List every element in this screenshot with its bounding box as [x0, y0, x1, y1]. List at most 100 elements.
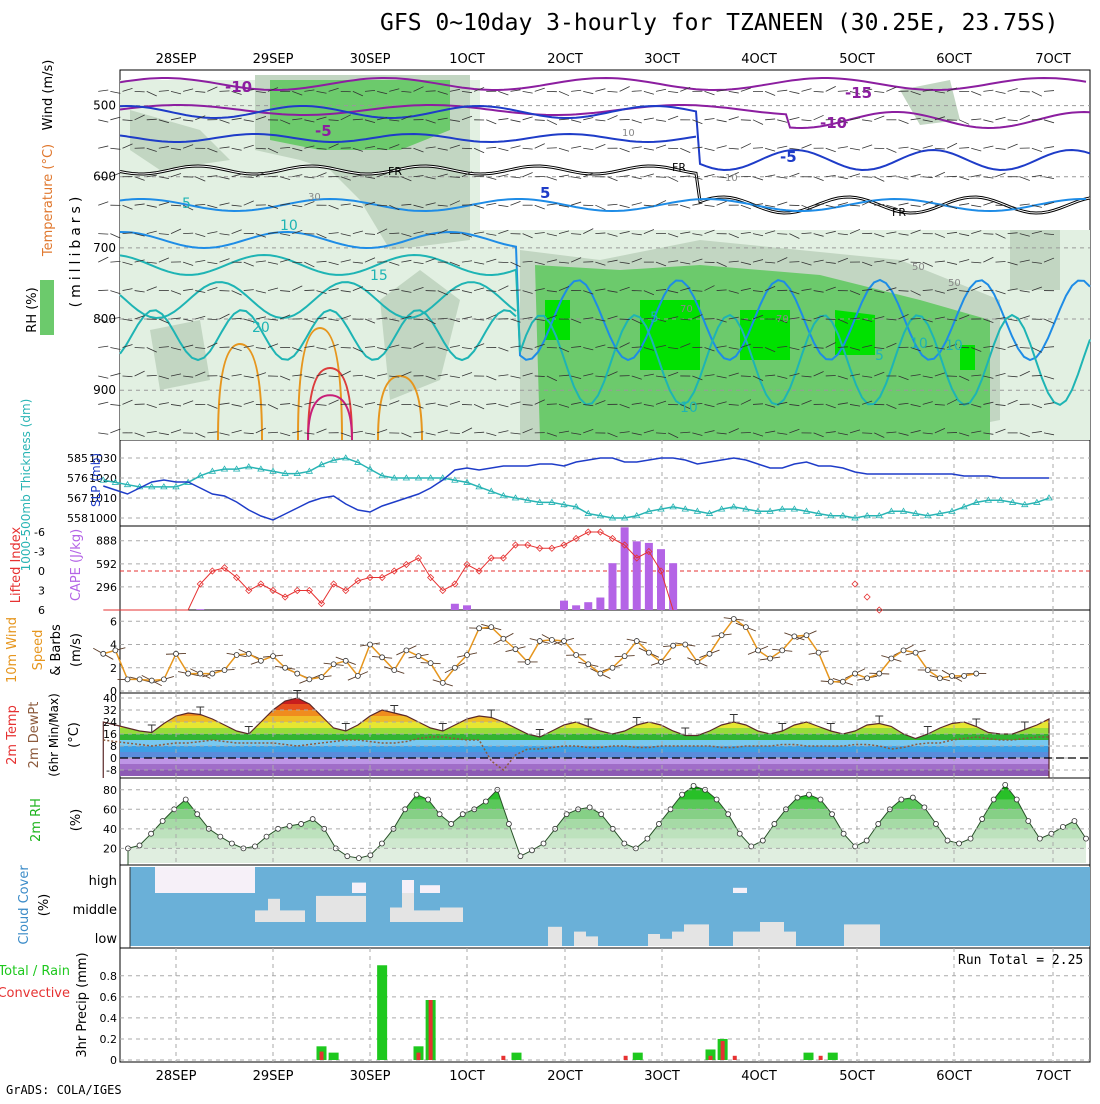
cloud-unit-label: (%): [37, 894, 52, 917]
wind-barb: [620, 319, 630, 320]
wind-barb: [862, 145, 872, 148]
rh2m-marker: [299, 821, 304, 826]
thickness-tick: 558: [67, 512, 88, 525]
rh2m-marker: [541, 841, 546, 846]
wind-barb: [498, 91, 508, 95]
temperature-contour-label: 10: [910, 336, 928, 352]
wind-barb: [705, 205, 715, 206]
rh2m-marker: [137, 843, 142, 848]
wind10-speed-line-marker: [962, 673, 967, 678]
wind-barb: [620, 148, 630, 152]
wind-barb: [1008, 88, 1018, 91]
wind-barb: [110, 404, 120, 405]
wind10-speed-line-marker: [877, 671, 882, 676]
wind-barb: [535, 120, 545, 121]
wind-barb: [98, 202, 108, 206]
rh2m-marker: [968, 836, 973, 841]
rh2m-marker: [945, 838, 950, 843]
rh-swatch: [40, 280, 54, 335]
pressure-tick: 900: [93, 383, 116, 397]
wind10-speed-line-marker: [234, 652, 239, 657]
wind-barb: [814, 177, 824, 181]
wind-barb: [498, 262, 508, 263]
wind-contour-label: -5: [780, 148, 797, 166]
wind-barb: [98, 402, 108, 404]
wind-barb: [741, 120, 751, 121]
wind-barb: [1020, 177, 1030, 181]
wind-barb: [850, 205, 860, 206]
cloud-block-middle: [255, 910, 268, 922]
rh2m-marker: [449, 821, 454, 826]
wind10-speed-line-marker: [719, 633, 724, 638]
cape-bar: [584, 602, 592, 610]
wind-barb: [874, 116, 884, 120]
rh2m-marker: [437, 812, 442, 817]
cloud-block-low: [844, 924, 880, 946]
temp-band: [120, 728, 1090, 734]
precip-convective-bar: [733, 1056, 737, 1060]
cloud-block-low: [733, 932, 760, 946]
cloud-axis-label: Cloud Cover: [17, 865, 32, 945]
wind-barb: [135, 348, 145, 349]
wind-barb: [110, 117, 120, 120]
temperature-contour-label: 20: [252, 320, 270, 336]
wind-barb: [959, 148, 969, 149]
date-label-bottom: 3OCT: [644, 1069, 680, 1084]
rh2m-marker: [680, 792, 685, 797]
wind-barb: [523, 91, 533, 93]
rh-contour-label: 50: [948, 278, 961, 289]
wind-barb: [571, 202, 581, 205]
cloud-block-low: [586, 936, 598, 946]
date-label-bottom: 5OCT: [839, 1069, 875, 1084]
wind10-label: 10m Wind: [5, 617, 20, 683]
date-label-top: 3OCT: [644, 52, 680, 67]
temp2m-unit-label: (°C): [67, 722, 82, 748]
wind10-barbs-label: & Barbs: [49, 624, 64, 676]
wind-barb: [996, 117, 1006, 120]
wind-barb: [899, 147, 909, 148]
wind10-speed-line-marker: [756, 648, 761, 653]
temp-band: [120, 764, 1090, 770]
wind-barb: [717, 120, 727, 122]
wind10-speed-line-marker: [174, 651, 179, 656]
rh2m-marker: [183, 797, 188, 802]
wind10-speed-line-marker: [258, 658, 263, 663]
temp-band: [120, 710, 1090, 716]
wind-barb: [608, 177, 618, 181]
wind-barb: [571, 120, 581, 123]
precip-tick: 0.4: [100, 1012, 118, 1025]
rh2m-marker: [910, 795, 915, 800]
wind-barb: [899, 120, 909, 124]
rh2m-marker: [806, 792, 811, 797]
wind-barb: [256, 404, 266, 405]
wind-contour-label: 5: [540, 184, 550, 202]
wind-barb: [971, 205, 981, 207]
rh2m-marker: [379, 841, 384, 846]
wind-barb: [1020, 91, 1030, 92]
wind10-speed-line-marker: [125, 677, 130, 682]
wind-barb: [559, 91, 569, 95]
freezing-level-label: FR: [672, 161, 686, 174]
rh2m-marker: [160, 819, 165, 824]
temp-band: [120, 734, 1090, 740]
wind-barb: [498, 205, 508, 206]
wind10-speed-label: Speed: [31, 630, 46, 671]
rh-shading: [1010, 230, 1060, 290]
rh2m-marker: [264, 834, 269, 839]
precip-convective-bar: [721, 1041, 725, 1060]
wind10-speed-line-marker: [937, 676, 942, 681]
wind10-speed-line-marker: [186, 671, 191, 676]
wind10-speed-line-marker: [574, 652, 579, 657]
rh2m-marker: [483, 799, 488, 804]
cloud-block-low: [648, 934, 660, 946]
wind-barb: [98, 346, 108, 347]
wind-barb: [511, 146, 521, 149]
wind-barb: [862, 120, 872, 121]
temperature-contour-label: 5: [182, 196, 191, 212]
wind-barb: [947, 143, 957, 148]
wind-barb: [135, 91, 145, 92]
wind-barb: [996, 91, 1006, 93]
temp-band: [120, 770, 1090, 776]
wind-barb: [595, 144, 605, 148]
wind10-speed-line-marker: [246, 651, 251, 656]
